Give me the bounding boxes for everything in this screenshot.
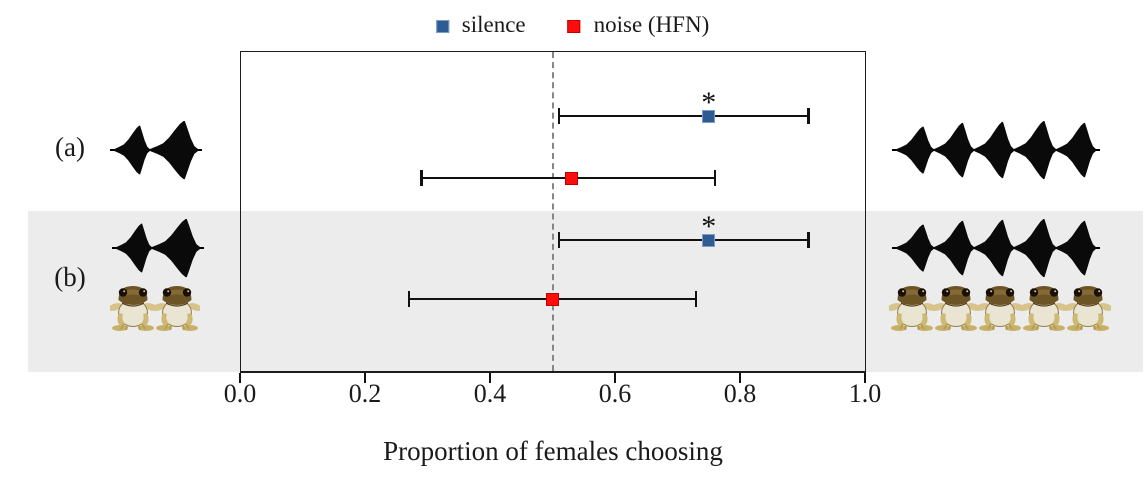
errorbar-cap-high-0-0 [807,108,810,124]
call-pulse-icon [974,219,1014,277]
x-tick-1 [364,373,366,383]
waveform-a-right-five-pulse-call [892,118,1100,182]
call-pulse-icon [896,126,934,174]
call-pulse-icon [116,223,152,273]
call-pulse-icon [1014,120,1056,180]
noise-swatch-icon [567,19,581,33]
x-tick-2 [489,373,491,383]
legend-item-noise: noise (HFN) [567,12,710,38]
errorbar-cap-high-1-0 [807,232,810,248]
call-pulse-icon [150,120,198,180]
legend-label-noise: noise (HFN) [593,12,710,37]
frog-icon [1021,286,1067,331]
x-tick-0 [239,373,241,383]
call-pulse-icon [114,125,150,175]
frog-icon [977,286,1023,331]
x-tick-3 [614,373,616,383]
x-axis-title: Proportion of females choosing [383,436,723,466]
marker-silence-0 [702,109,716,123]
x-tick-label-3: 0.6 [598,379,632,408]
frog-images-b-right-five-frogs [889,280,1111,332]
x-tick-label-0: 0.0 [223,379,257,408]
x-tick-label-5: 1.0 [848,379,882,408]
errorbar-1-0 [558,238,809,242]
significance-asterisk-0: * [701,86,717,119]
frog-images-b-left-two-frogs [110,280,200,332]
legend: silence noise (HFN) [435,12,710,38]
x-tick-label-1: 0.2 [348,379,382,408]
errorbar-0-0 [558,114,809,118]
reference-line-0-5 [552,52,554,371]
row-label-a: (a) [55,132,85,162]
x-tick-5 [864,373,866,383]
call-pulse-icon [934,122,974,178]
legend-label-silence: silence [461,12,526,37]
call-pulse-icon [974,121,1014,179]
frog-icon [110,286,156,331]
legend-item-silence: silence [435,12,526,38]
errorbar-cap-high-1-1 [694,291,698,307]
x-tick-label-2: 0.4 [473,379,507,408]
frog-icon [154,286,200,331]
errorbar-cap-low-1-1 [407,291,411,307]
silence-swatch-icon [435,19,449,33]
x-tick-label-4: 0.8 [723,379,757,408]
marker-noise--HFN--0 [564,171,578,185]
errorbar-cap-low-0-0 [557,108,561,124]
row-label-b: (b) [54,262,86,292]
waveform-b-left-two-pulse-call [112,216,204,280]
marker-noise--HFN--1 [546,292,559,306]
frog-icon [933,286,979,331]
call-pulse-icon [896,224,934,272]
waveform-b-right-five-pulse-call [892,216,1100,280]
x-tick-4 [739,373,741,383]
marker-silence-1 [702,233,716,247]
frog-icon [889,286,935,331]
call-pulse-icon [152,218,200,278]
call-pulse-icon [1056,220,1096,276]
plot-frame [240,51,866,373]
call-pulse-icon [1056,122,1096,178]
errorbar-cap-low-1-0 [557,232,561,248]
errorbar-cap-low-0-1 [420,170,423,186]
call-pulse-icon [1014,218,1056,278]
frog-icon [1065,286,1111,331]
significance-asterisk-1: * [701,210,717,243]
waveform-a-left-two-pulse-call [110,118,202,182]
errorbar-cap-high-0-1 [713,170,716,186]
call-pulse-icon [934,220,974,276]
